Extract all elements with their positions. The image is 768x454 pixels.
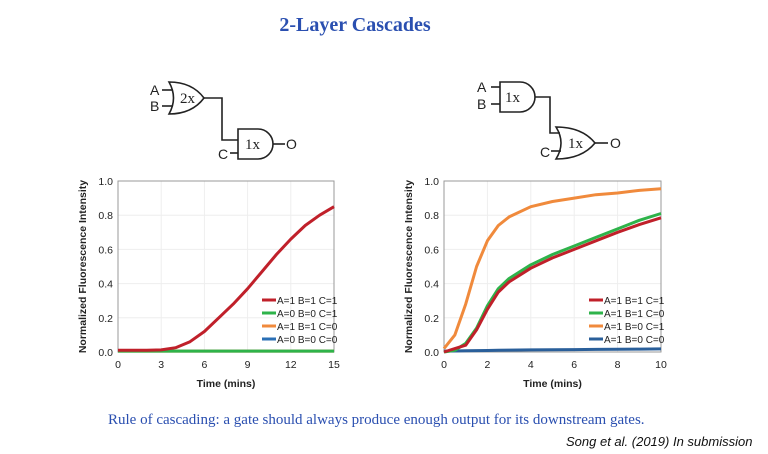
series-line <box>443 216 662 354</box>
y-tick-label: 0.6 <box>424 244 439 256</box>
gate2-label: 1x <box>568 136 584 152</box>
series-line <box>118 205 335 352</box>
x-axis-label: Time (mins) <box>523 378 582 390</box>
y-tick-label: 0.2 <box>98 313 113 325</box>
legend-entry: A=1 B=0 C=1 <box>604 322 665 333</box>
gate2-label: 1x <box>245 137 261 153</box>
x-tick-label: 2 <box>484 359 490 371</box>
y-axis-label: Normalized Fluorescence Intensity <box>77 180 89 353</box>
and-gate-icon <box>499 81 536 113</box>
or-gate-icon <box>554 126 597 160</box>
gate1-label: 1x <box>505 90 521 106</box>
input-b-label: B <box>477 96 486 112</box>
y-tick-label: 0.8 <box>98 210 113 222</box>
or-gate-icon <box>167 81 206 115</box>
x-tick-label: 10 <box>655 359 667 371</box>
legend-entry: A=1 B=1 C=1 <box>277 296 338 307</box>
x-tick-label: 9 <box>245 359 251 371</box>
y-tick-label: 0.0 <box>98 347 113 359</box>
output-label: O <box>610 135 621 151</box>
legend-entry: A=0 B=0 C=1 <box>277 309 338 320</box>
legend-entry: A=1 B=1 C=0 <box>604 309 665 320</box>
x-tick-label: 4 <box>528 359 534 371</box>
x-tick-label: 15 <box>328 359 340 371</box>
x-tick-label: 6 <box>201 359 207 371</box>
chart-2: 0 2 4 6 8 10 0.0 0.2 0.4 0.6 0.8 1.0 Time (mins) Norm… <box>403 176 667 390</box>
y-tick-label: 0.2 <box>424 313 439 325</box>
x-tick-label: 6 <box>571 359 577 371</box>
circuit-2 <box>491 81 608 160</box>
gate1-label: 2x <box>180 91 196 107</box>
input-c-label: C <box>540 144 550 160</box>
y-tick-label: 0.8 <box>424 210 439 222</box>
x-axis-label: Time (mins) <box>197 378 256 390</box>
slide-title: 2-Layer Cascades <box>279 14 431 36</box>
caption: Rule of cascading: a gate should always … <box>108 412 645 428</box>
y-tick-label: 0.4 <box>424 279 439 291</box>
y-tick-label: 1.0 <box>424 176 439 188</box>
legend-entry: A=1 B=1 C=0 <box>277 322 338 333</box>
legend-entry: A=1 B=1 C=1 <box>604 296 665 307</box>
chart-1: 0 3 6 9 12 15 0.0 0.2 0.4 0.6 0.8 1.0 Time (mins) Nor… <box>77 176 340 390</box>
input-b-label: B <box>150 98 159 114</box>
legend-entry: A=0 B=0 C=0 <box>277 335 338 346</box>
x-tick-label: 0 <box>115 359 121 371</box>
x-tick-label: 8 <box>615 359 621 371</box>
y-tick-label: 1.0 <box>98 176 113 188</box>
input-a-label: A <box>477 79 487 95</box>
y-tick-label: 0.0 <box>424 347 439 359</box>
series-line <box>442 187 662 350</box>
plot-frame <box>443 180 662 353</box>
x-tick-label: 3 <box>158 359 164 371</box>
y-axis-label: Normalized Fluorescence Intensity <box>403 180 415 353</box>
series-line <box>443 347 662 353</box>
x-tick-label: 12 <box>285 359 297 371</box>
and-gate-icon <box>237 128 274 160</box>
legend-entry: A=1 B=0 C=0 <box>604 335 665 346</box>
circuit-1 <box>162 81 285 160</box>
y-tick-label: 0.4 <box>98 279 113 291</box>
citation: Song et al. (2019) In submission <box>566 434 753 449</box>
input-c-label: C <box>218 146 228 162</box>
y-tick-label: 0.6 <box>98 244 113 256</box>
output-label: O <box>286 136 297 152</box>
input-a-label: A <box>150 82 160 98</box>
x-tick-label: 0 <box>441 359 447 371</box>
